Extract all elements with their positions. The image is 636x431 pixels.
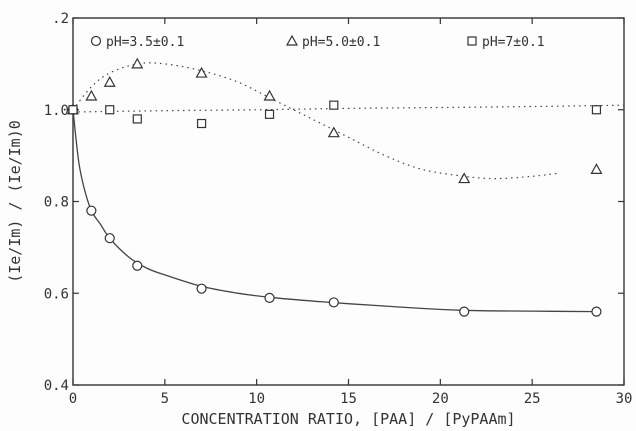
series-1-curve (72, 62, 560, 180)
x-tick-label: 30 (616, 391, 633, 407)
marker-layer (66, 57, 603, 317)
series-2-point (591, 105, 602, 115)
plot-frame (72, 17, 625, 386)
series-1-point (263, 89, 276, 101)
series-0-curve (72, 109, 597, 313)
series-0-point (264, 292, 275, 303)
x-tick-label: 25 (524, 391, 541, 407)
series-0-point (591, 306, 602, 317)
legend-label-1: pH=5.0±0.1 (302, 35, 380, 50)
series-0-point (328, 297, 339, 308)
y-tick-label: .2 (52, 11, 69, 27)
legend-marker-1 (285, 34, 299, 46)
series-2-curve (72, 104, 625, 113)
series-2-point (329, 100, 339, 110)
series-1-point (131, 57, 144, 69)
y-tick-label: 0.4 (44, 378, 69, 394)
series-1-point (590, 163, 603, 174)
series-0-point (104, 233, 115, 244)
ticks-layer: 0 5 10 15 20 25 30 0.4 0.6 0.8 1.0 .2 (44, 11, 633, 407)
y-tick-label: 0.6 (44, 286, 69, 302)
series-1-point (103, 75, 116, 87)
series-2-point (264, 109, 275, 119)
x-tick-label: 5 (161, 391, 169, 407)
y-axis-label: (Ie/Im) / (Ie/Im)0 (6, 120, 24, 283)
series-0-point (459, 306, 470, 317)
plot-frame-layer (72, 17, 625, 386)
x-axis-label: CONCENTRATION RATIO, [PAA] / [PyPAAm] (181, 410, 515, 428)
series-2-point (105, 105, 115, 115)
x-tick-label: 15 (340, 391, 357, 407)
legend-marker-0 (90, 35, 102, 47)
x-tick-label: 20 (432, 391, 449, 407)
legend-label-2: pH=7±0.1 (482, 35, 545, 50)
series-0-point (196, 283, 207, 294)
series-2-point (68, 105, 78, 115)
legend-label-0: pH=3.5±0.1 (106, 35, 184, 50)
legend-marker-2 (467, 36, 477, 46)
series-0-point (132, 260, 143, 271)
series-1-point (85, 89, 98, 101)
series-2-point (132, 114, 142, 124)
series-2-point (196, 118, 207, 129)
series-0-point (86, 205, 97, 216)
x-tick-label: 0 (69, 391, 77, 407)
curve-layer (72, 62, 625, 313)
y-tick-label: 1.0 (44, 103, 69, 119)
series-1-point (327, 126, 340, 138)
y-tick-label: 0.8 (44, 195, 69, 211)
legend-layer: pH=3.5±0.1 pH=5.0±0.1 pH=7±0.1 (90, 34, 545, 50)
series-1-point (195, 66, 208, 78)
series-1-point (458, 172, 471, 184)
x-tick-label: 10 (248, 391, 265, 407)
